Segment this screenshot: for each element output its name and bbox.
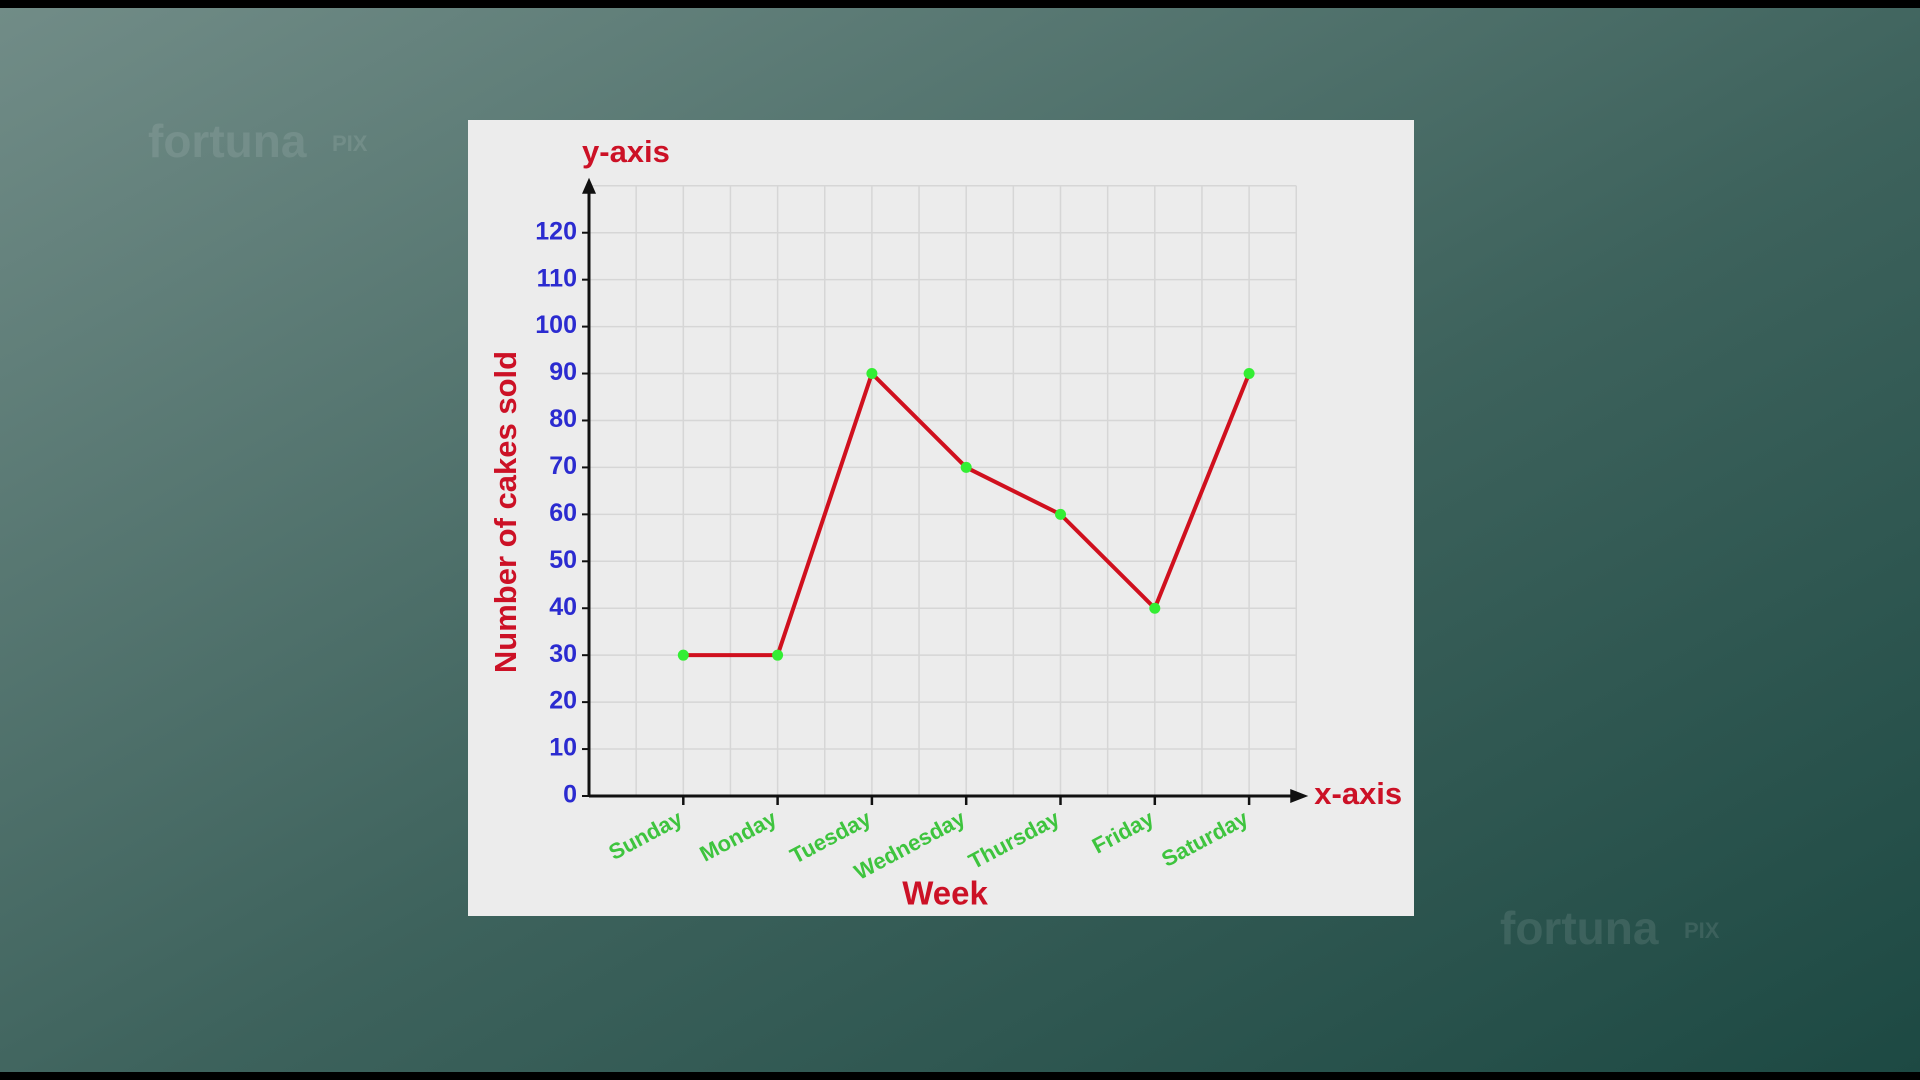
watermark-suffix: PIX (332, 131, 368, 156)
data-point (1055, 508, 1066, 520)
y-tick-label: 80 (549, 405, 577, 433)
chart-panel (468, 120, 1414, 916)
y-tick-label: 120 (535, 217, 577, 245)
x-axis-arrow (1290, 789, 1309, 803)
watermark: fortuna (1500, 902, 1659, 954)
data-point (772, 649, 784, 661)
watermark-suffix: PIX (1684, 918, 1720, 943)
data-point (677, 649, 689, 661)
y-tick-label: 20 (549, 687, 577, 715)
y-tick-label: 70 (549, 452, 577, 480)
x-axis-marker: x-axis (1314, 776, 1402, 811)
y-tick-label: 10 (549, 734, 577, 762)
y-tick-label: 110 (537, 264, 577, 292)
y-axis-marker: y-axis (582, 134, 670, 169)
watermark: fortuna (148, 115, 307, 167)
y-tick-label: 60 (549, 499, 577, 527)
y-tick-label: 50 (549, 546, 577, 574)
data-point (866, 368, 878, 380)
y-tick-label: 30 (549, 640, 577, 668)
y-tick-label: 0 (563, 781, 577, 809)
y-tick-label: 100 (535, 311, 577, 339)
y-axis-title: Number of cakes sold (488, 351, 523, 673)
y-tick-label: 90 (549, 358, 577, 386)
data-point (1149, 602, 1161, 614)
data-point (960, 461, 972, 473)
data-point (1243, 368, 1255, 380)
y-axis-arrow (582, 177, 596, 194)
y-tick-label: 40 (549, 593, 577, 621)
x-axis-title: Week (902, 875, 988, 912)
